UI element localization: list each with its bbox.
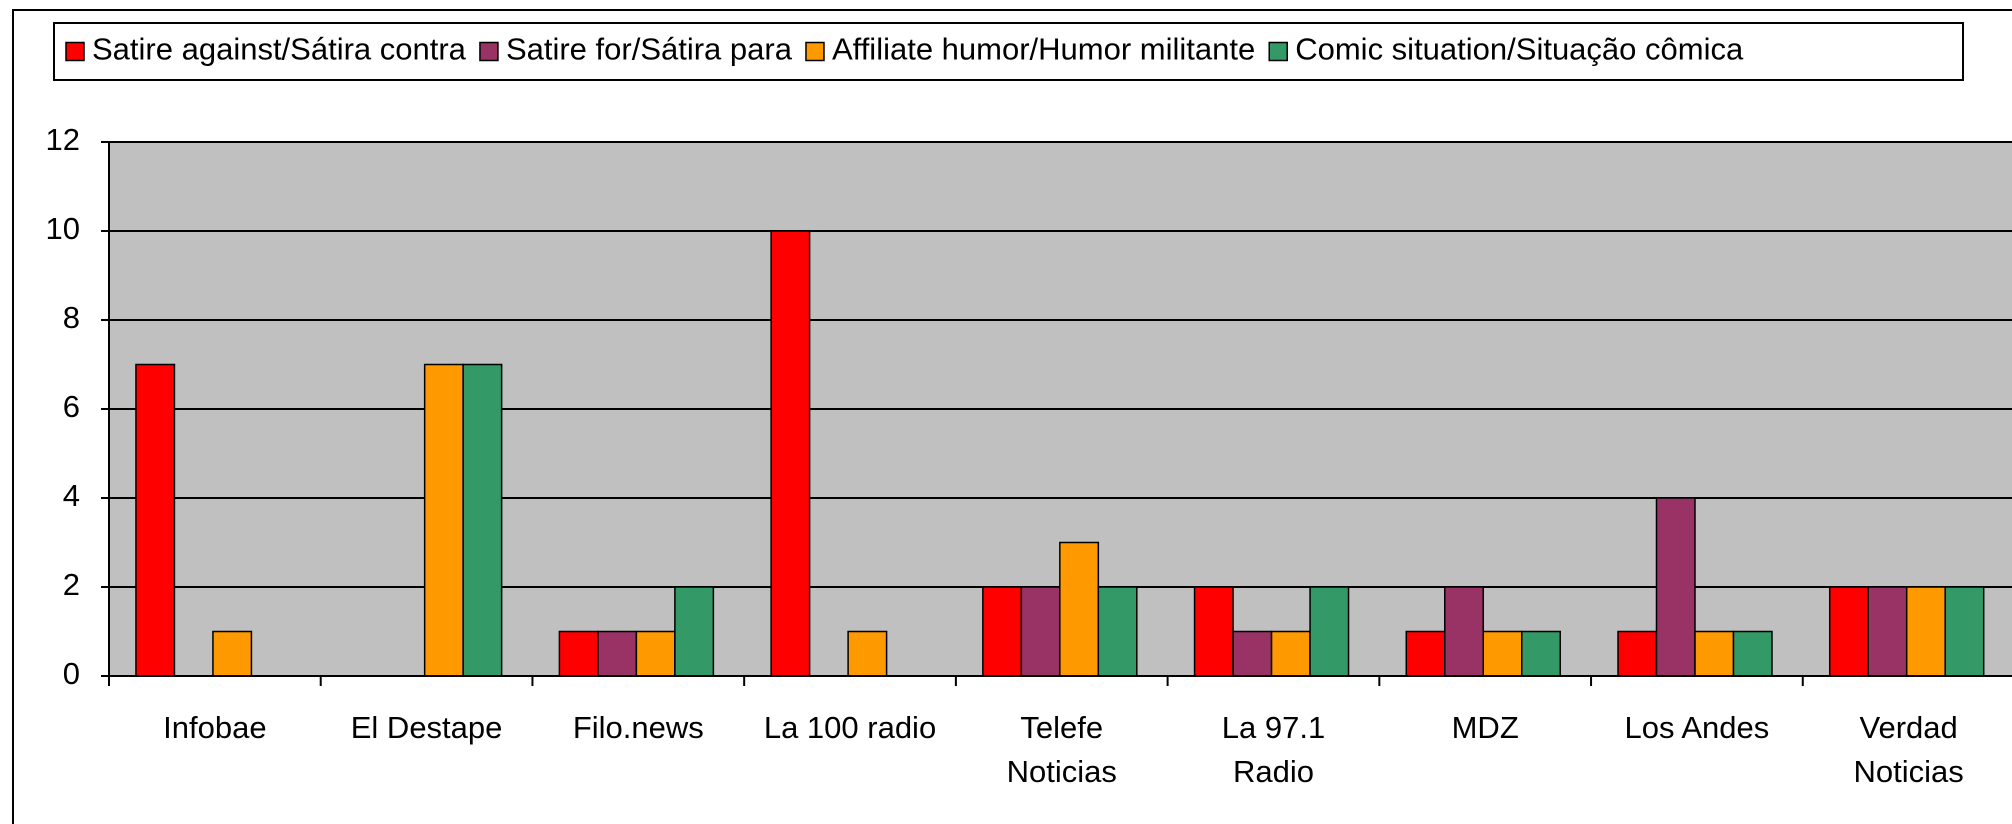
- x-tick-label: El Destape: [350, 710, 503, 745]
- bar: [597, 630, 638, 677]
- legend-swatch: [479, 41, 499, 62]
- bar: [770, 230, 811, 677]
- bar: [1828, 586, 1869, 677]
- bar: [462, 363, 503, 677]
- bar: [847, 630, 888, 677]
- bar: [1097, 586, 1138, 677]
- chart-frame: [12, 9, 2012, 824]
- x-tick-label: Los Andes: [1624, 710, 1770, 745]
- y-tick-label: 10: [46, 211, 80, 246]
- bar: [1309, 586, 1350, 677]
- y-tick-label: 12: [46, 122, 80, 157]
- y-tick-label: 4: [63, 478, 80, 513]
- x-tick-label: MDZ: [1451, 710, 1519, 745]
- legend-label: Affiliate humor/Humor militante: [832, 32, 1255, 67]
- bar: [1521, 630, 1562, 677]
- bar: [212, 630, 253, 677]
- bar: [423, 363, 464, 677]
- legend-swatch: [1268, 41, 1288, 62]
- legend-box: [53, 22, 1964, 81]
- bar: [1270, 630, 1311, 677]
- y-tick-label: 0: [63, 656, 80, 691]
- x-tick-label: Verdad Noticias: [1853, 710, 1964, 789]
- x-tick-label: Filo.news: [572, 710, 704, 745]
- bar: [1617, 630, 1658, 677]
- bar: [1732, 630, 1773, 677]
- bar: [674, 586, 715, 677]
- bar: [1059, 541, 1100, 677]
- bar: [982, 586, 1023, 677]
- bar: [635, 630, 676, 677]
- x-tick-label: La 97.1 Radio: [1221, 710, 1326, 789]
- bar: [1405, 630, 1446, 677]
- bar: [1444, 586, 1485, 677]
- legend-swatch: [65, 41, 85, 62]
- bar: [135, 363, 176, 677]
- x-tick-label: Telefe Noticias: [1006, 710, 1117, 789]
- legend-label: Satire for/Sátira para: [506, 32, 793, 67]
- bar: [558, 630, 599, 677]
- legend-label: Satire against/Sátira contra: [92, 32, 467, 67]
- bar: [1193, 586, 1234, 677]
- bar: [1232, 630, 1273, 677]
- legend-label: Comic situation/Situação cômica: [1295, 32, 1744, 67]
- bar: [1655, 497, 1696, 677]
- y-tick-label: 2: [63, 567, 80, 602]
- x-tick-label: Infobae: [163, 710, 267, 745]
- y-tick-label: 8: [63, 300, 80, 335]
- bar: [1905, 586, 1946, 677]
- y-tick-label: 6: [63, 389, 80, 424]
- bar: [1482, 630, 1523, 677]
- x-tick-label: La 100 radio: [763, 710, 937, 745]
- bar: [1867, 586, 1908, 677]
- bar: [1944, 586, 1985, 677]
- legend-swatch: [805, 41, 825, 62]
- bar: [1020, 586, 1061, 677]
- bar: [1694, 630, 1735, 677]
